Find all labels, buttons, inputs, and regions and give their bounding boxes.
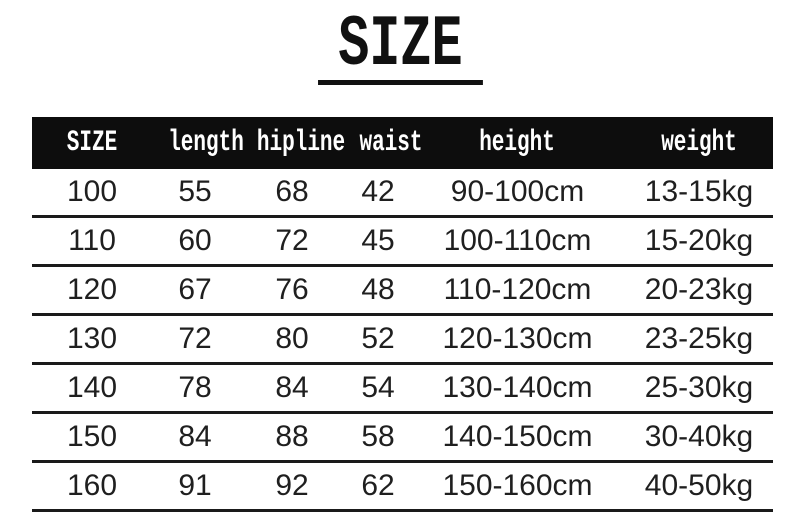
cell-size: 150 <box>32 412 152 463</box>
cell-length: 60 <box>152 216 238 267</box>
cell-height: 90-100cm <box>410 169 625 218</box>
column-header-label: hipline <box>256 126 346 160</box>
cell-length: 67 <box>152 265 238 316</box>
cell-length: 55 <box>152 169 238 218</box>
table-row: 110 60 72 45 100-110cm 15-20kg <box>32 216 773 267</box>
column-header-length: length <box>152 117 244 169</box>
cell-length: 78 <box>152 363 238 414</box>
cell-height: 150-160cm <box>410 461 625 512</box>
table-row: 150 84 88 58 140-150cm 30-40kg <box>32 412 773 463</box>
table-row: 120 67 76 48 110-120cm 20-23kg <box>32 265 773 316</box>
cell-hipline: 88 <box>238 412 346 463</box>
size-table: SIZE length hipline waist height weight … <box>32 117 773 512</box>
cell-hipline: 76 <box>238 265 346 316</box>
cell-waist: 48 <box>346 265 410 316</box>
cell-length: 91 <box>152 461 238 512</box>
cell-waist: 54 <box>346 363 410 414</box>
cell-hipline: 92 <box>238 461 346 512</box>
cell-height: 120-130cm <box>410 314 625 365</box>
cell-weight: 40-50kg <box>625 461 773 512</box>
column-header-label: weight <box>661 126 737 160</box>
cell-height: 100-110cm <box>410 216 625 267</box>
cell-height: 140-150cm <box>410 412 625 463</box>
cell-size: 160 <box>32 461 152 512</box>
header-row: SIZE length hipline waist height weight <box>32 117 773 169</box>
cell-waist: 58 <box>346 412 410 463</box>
cell-weight: 15-20kg <box>625 216 773 267</box>
cell-size: 130 <box>32 314 152 365</box>
column-header-label: SIZE <box>66 126 118 160</box>
page-title: SIZE <box>317 9 483 85</box>
cell-waist: 62 <box>346 461 410 512</box>
cell-weight: 30-40kg <box>625 412 773 463</box>
cell-length: 72 <box>152 314 238 365</box>
column-header-hipline: hipline <box>238 117 346 169</box>
table-row: 130 72 80 52 120-130cm 23-25kg <box>32 314 773 365</box>
cell-hipline: 72 <box>238 216 346 267</box>
cell-waist: 52 <box>346 314 410 365</box>
cell-size: 110 <box>32 216 152 267</box>
cell-weight: 23-25kg <box>625 314 773 365</box>
cell-weight: 20-23kg <box>625 265 773 316</box>
column-header-label: height <box>479 126 556 160</box>
column-header-weight: weight <box>625 117 773 169</box>
size-chart-page: SIZE SIZE length hipline waist height we… <box>0 0 800 512</box>
cell-weight: 25-30kg <box>625 363 773 414</box>
column-header-height: height <box>410 117 625 169</box>
table-row: 160 91 92 62 150-160cm 40-50kg <box>32 461 773 512</box>
cell-size: 120 <box>32 265 152 316</box>
cell-hipline: 68 <box>238 169 346 218</box>
column-header-waist: waist <box>346 117 423 169</box>
table-row: 100 55 68 42 90-100cm 13-15kg <box>32 169 773 218</box>
column-header-size: SIZE <box>32 117 152 169</box>
cell-height: 110-120cm <box>410 265 625 316</box>
cell-size: 100 <box>32 169 152 218</box>
column-header-label: waist <box>359 126 423 160</box>
cell-waist: 42 <box>346 169 410 218</box>
cell-hipline: 84 <box>238 363 346 414</box>
cell-waist: 45 <box>346 216 410 267</box>
cell-weight: 13-15kg <box>625 169 773 218</box>
page-title-wrap: SIZE <box>0 0 800 85</box>
table-row: 140 78 84 54 130-140cm 25-30kg <box>32 363 773 414</box>
cell-size: 140 <box>32 363 152 414</box>
cell-height: 130-140cm <box>410 363 625 414</box>
cell-hipline: 80 <box>238 314 346 365</box>
cell-length: 84 <box>152 412 238 463</box>
column-header-label: length <box>168 126 244 160</box>
